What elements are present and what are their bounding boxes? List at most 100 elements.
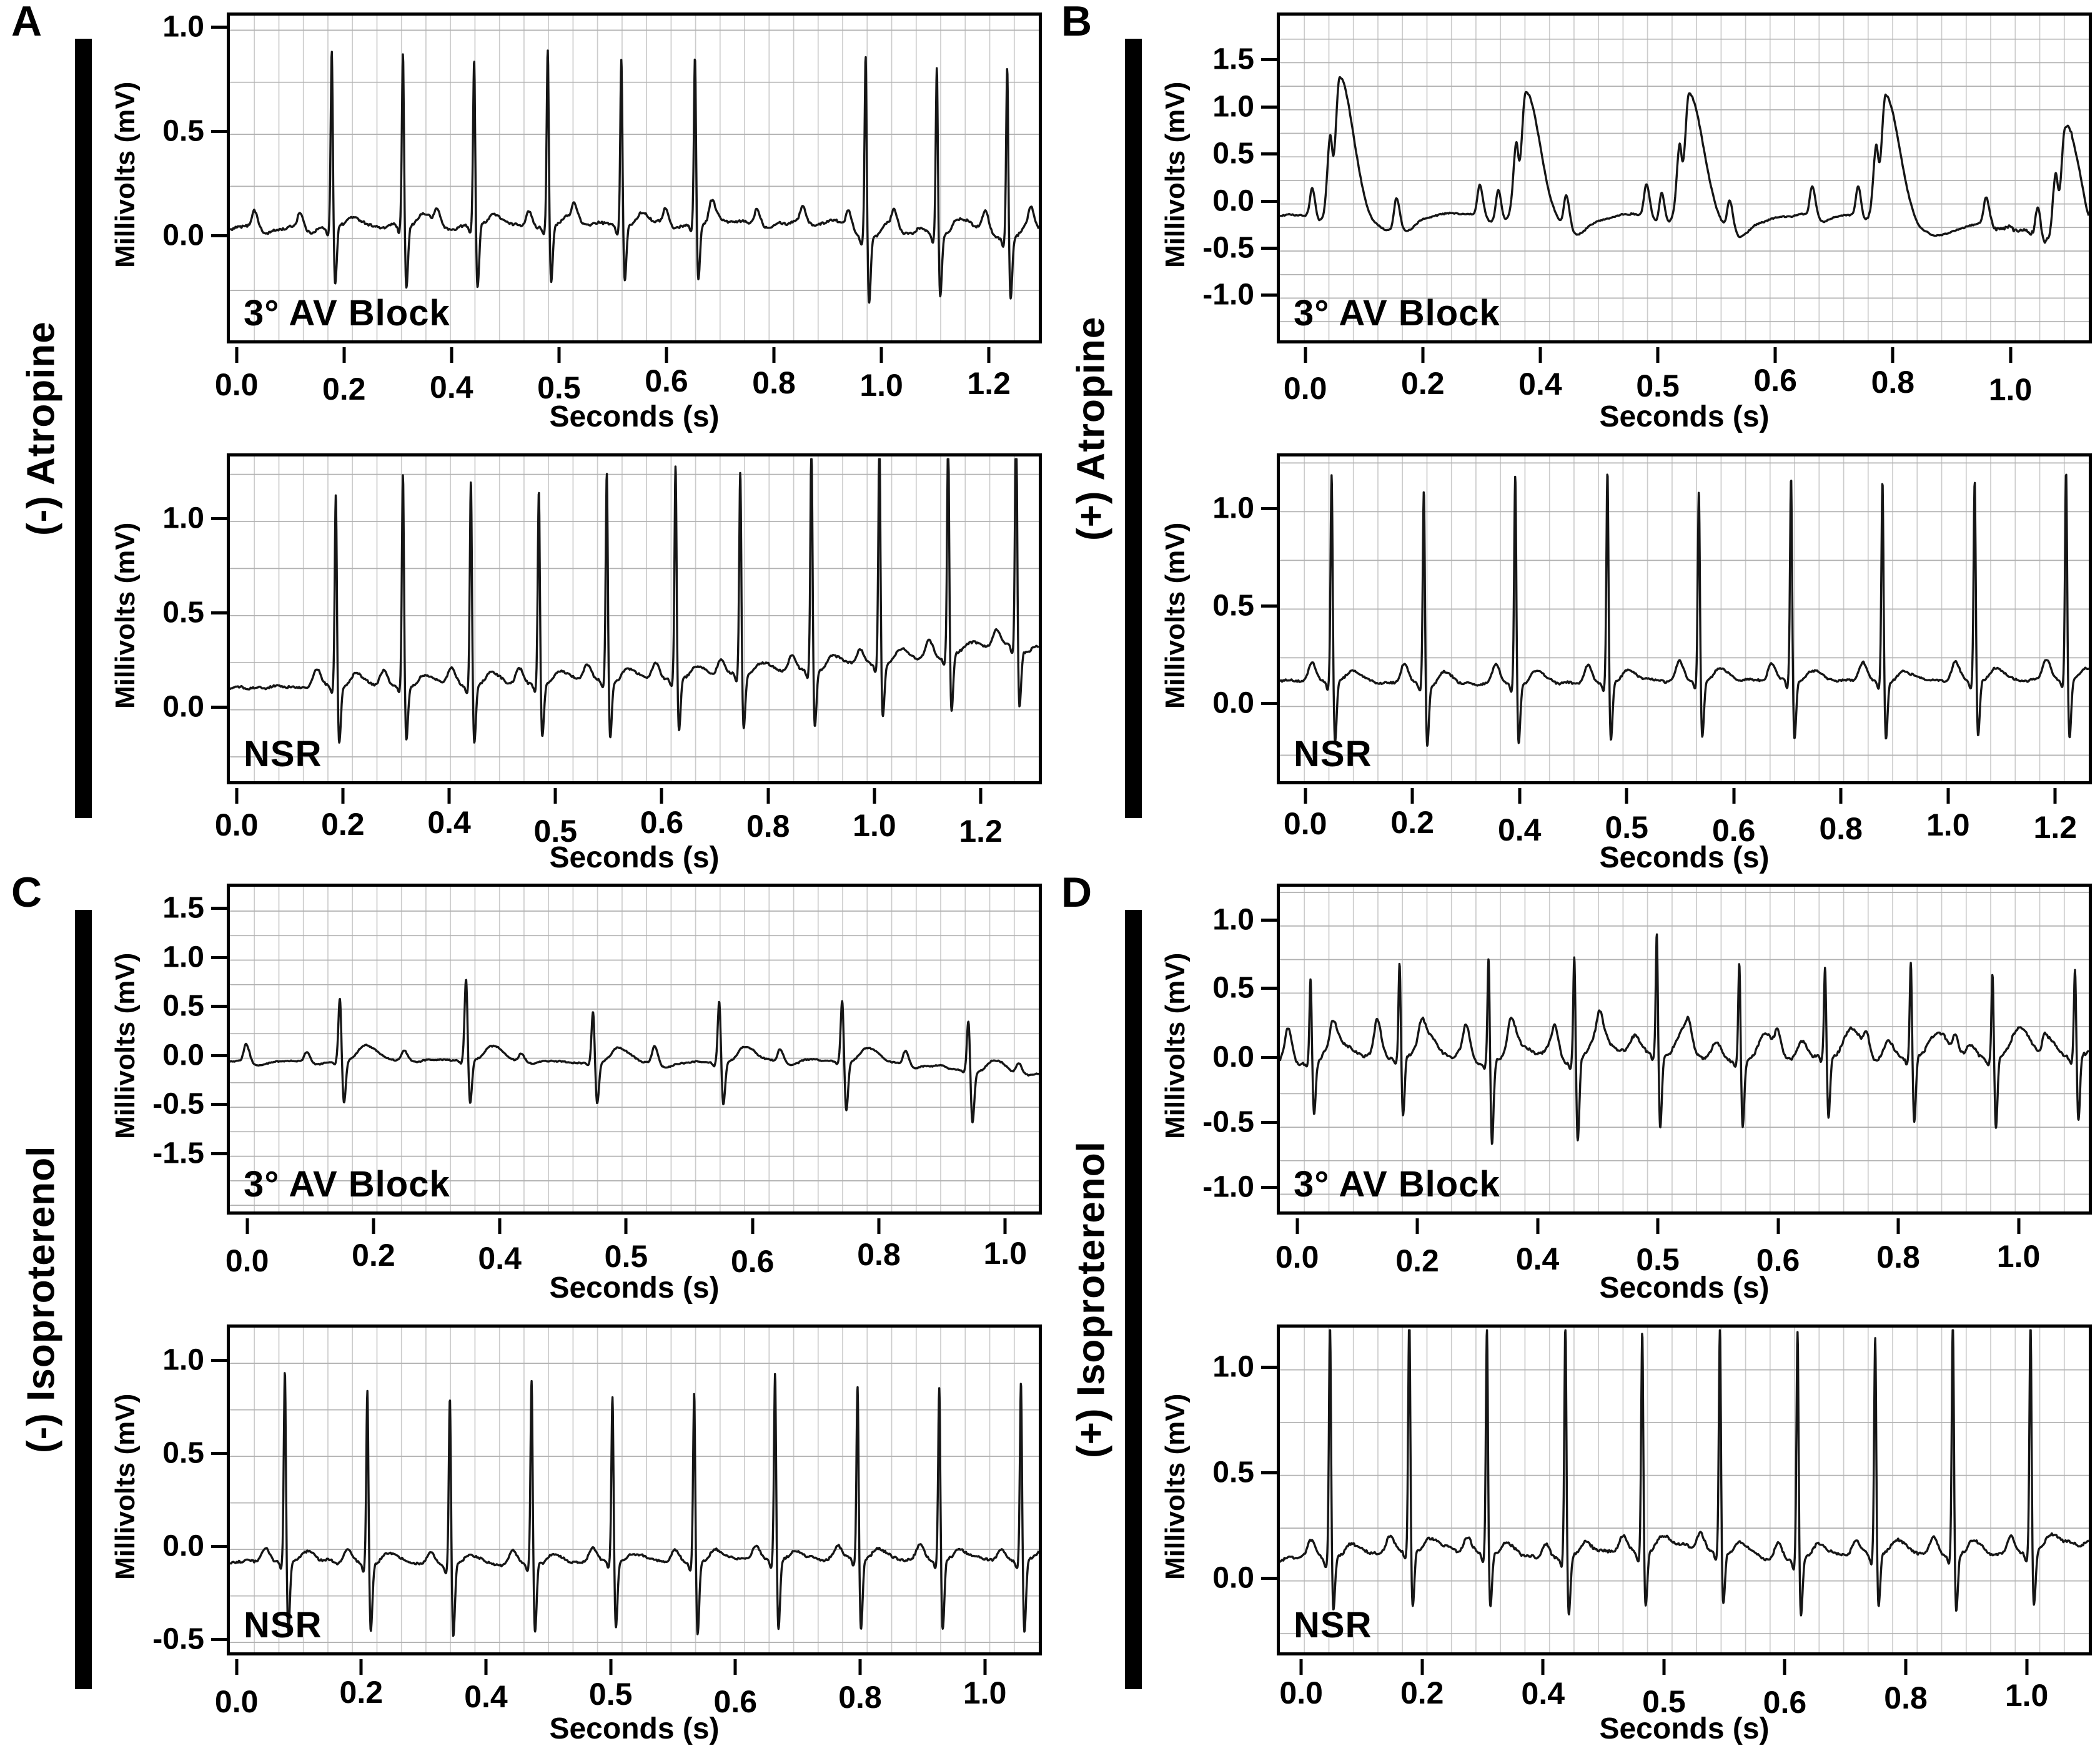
x-tick-mark <box>1536 1218 1540 1234</box>
x-tick-mark <box>1896 1218 1900 1234</box>
y-tick-labels: 1.0 0.5 0.0 <box>1155 1324 1279 1649</box>
y-tick-mark <box>211 517 229 520</box>
x-tick-mark <box>873 788 876 804</box>
y-tick-label: 1.0 <box>1212 491 1254 525</box>
y-tick-label: 0.5 <box>1212 589 1254 623</box>
x-tick-mark <box>245 1218 249 1234</box>
x-tick-label: 0.6 <box>1756 1243 1800 1278</box>
x-tick-label: 1.2 <box>959 814 1003 849</box>
side-label-atropine-pos: (+) Atropine <box>1069 316 1113 541</box>
x-axis: 0.0 0.2 0.4 0.5 0.6 0.8 1.0 Seconds (s) <box>215 1657 1042 1745</box>
x-tick-label: 0.8 <box>746 809 790 844</box>
x-tick-mark <box>1662 1659 1666 1675</box>
y-tick-mark <box>1261 1471 1279 1474</box>
x-axis: 0.0 0.2 0.4 0.5 0.6 0.8 1.0 1.2 Seconds (s) <box>215 786 1042 874</box>
trace-label: 3° AV Block <box>1294 1164 1500 1205</box>
x-axis-title: Seconds (s) <box>1599 1271 1770 1305</box>
x-tick-label: 0.8 <box>857 1237 901 1272</box>
x-tick-label: 1.2 <box>2033 810 2078 845</box>
panel-c: C (-) Isoproterenol Millivolts (mV) 1.5 1… <box>0 869 1050 1745</box>
panel-d: D (+) Isoproterenol Millivolts (mV) 1.0 0… <box>1050 871 2100 1745</box>
x-tick-label: 0.0 <box>225 1243 269 1278</box>
x-tick-mark <box>1299 1659 1303 1675</box>
x-tick-label: 0.8 <box>1884 1680 1928 1715</box>
x-tick-mark <box>987 347 991 363</box>
x-tick-mark <box>498 1218 502 1234</box>
x-tick-mark <box>879 347 883 363</box>
trace-label: 3° AV Block <box>244 1164 450 1205</box>
y-tick-labels: 1.5 1.0 0.5 0.0 -0.5 -1.5 <box>105 884 229 1208</box>
y-tick-mark <box>211 1545 229 1549</box>
plot-group-nsr: Millivolts (mV) 1.0 0.5 0.0 -0.5 NSR 0.0 0.2… <box>105 1324 1042 1745</box>
x-tick-mark <box>665 347 668 363</box>
x-tick-label: 0.8 <box>1876 1240 1920 1275</box>
y-tick-labels: 1.0 0.5 0.0 <box>105 453 229 778</box>
x-tick-mark <box>484 1659 488 1675</box>
x-tick-label: 0.2 <box>1400 1675 1444 1710</box>
x-tick-label: 0.2 <box>1395 1243 1439 1278</box>
y-tick-label: -0.5 <box>1202 1105 1254 1139</box>
y-tick-labels: 1.0 0.5 0.0 <box>1155 453 1279 778</box>
ecg-plot-nsr: NSR <box>1277 453 2092 784</box>
ecg-trace <box>230 458 1039 744</box>
x-tick-label: 0.4 <box>1521 1676 1565 1711</box>
x-tick-mark <box>235 1659 239 1675</box>
x-tick-mark <box>1891 347 1894 363</box>
y-tick-label: 0.5 <box>1212 1456 1254 1489</box>
panel-letter-b: B <box>1061 0 1092 45</box>
x-tick-mark <box>766 788 770 804</box>
y-tick-mark <box>1261 247 1279 250</box>
x-tick-label: 1.0 <box>1988 372 2033 407</box>
x-tick-label: 0.4 <box>464 1679 508 1714</box>
ecg-trace <box>1280 933 2089 1145</box>
trace-label: 3° AV Block <box>1294 293 1500 333</box>
x-tick-mark <box>1732 788 1736 804</box>
ecg-trace <box>230 1372 1039 1637</box>
x-tick-label: 0.5 <box>1636 368 1680 403</box>
x-tick-label: 0.5 <box>1605 810 1648 845</box>
panel-letter-c: C <box>11 869 42 916</box>
ecg-grid-and-trace <box>1280 887 2089 1211</box>
y-tick-label: 1.0 <box>162 10 204 44</box>
x-tick-label: 0.0 <box>214 1684 259 1719</box>
y-tick-mark <box>1261 1576 1279 1580</box>
x-axis-title: Seconds (s) <box>1599 1712 1770 1745</box>
y-tick-mark <box>1261 987 1279 990</box>
x-axis: 0.0 0.2 0.4 0.5 0.6 0.8 1.0 Seconds (s) <box>1275 1216 2092 1305</box>
x-tick-label: 0.6 <box>1763 1685 1807 1720</box>
x-tick-label: 0.2 <box>322 372 366 407</box>
panel-a: A (-) Atropine Millivolts (mV) 1.0 0.5 0.0… <box>0 0 1050 874</box>
y-tick-mark <box>1261 1186 1279 1190</box>
y-tick-mark <box>1261 58 1279 62</box>
ecg-grid-and-trace <box>230 887 1039 1211</box>
x-tick-mark <box>772 347 776 363</box>
y-axis: Millivolts (mV) 1.0 0.5 0.0 -0.5 -1.0 <box>1155 884 1279 1208</box>
x-tick-mark <box>1946 788 1950 804</box>
x-tick-mark <box>877 1218 881 1234</box>
y-tick-mark <box>211 234 229 237</box>
y-tick-label: -0.5 <box>152 1087 204 1121</box>
x-tick-label: 0.6 <box>640 805 684 840</box>
ecg-plot-nsr: NSR <box>227 453 1042 784</box>
x-tick-mark <box>2009 347 2012 363</box>
x-tick-mark <box>733 1659 737 1675</box>
trace-label: 3° AV Block <box>244 293 450 333</box>
x-tick-mark <box>1518 788 1522 804</box>
y-tick-label: 0.5 <box>1212 971 1254 1005</box>
x-tick-label: 0.6 <box>730 1244 775 1279</box>
x-tick-label: 0.4 <box>1518 367 1562 402</box>
ecg-plot-av-block: 3° AV Block <box>227 12 1042 343</box>
y-tick-label: 0.0 <box>162 219 204 252</box>
plot-group-av-block: Millivolts (mV) 1.5 1.0 0.5 0.0 -0.5 -1.5 3° … <box>105 884 1042 1305</box>
x-tick-label: 0.0 <box>1283 371 1327 406</box>
plot-group-nsr: Millivolts (mV) 1.0 0.5 0.0 NSR 0.0 0.2 0.4 0… <box>1155 1324 2092 1745</box>
x-tick-mark <box>450 347 453 363</box>
x-tick-label: 0.5 <box>537 370 581 405</box>
y-tick-label: 0.5 <box>162 1436 204 1470</box>
y-tick-label: -1.0 <box>1202 278 1254 312</box>
side-label-atropine-neg: (-) Atropine <box>19 321 63 536</box>
x-tick-label: 0.8 <box>838 1680 882 1715</box>
x-tick-mark <box>1656 1218 1660 1234</box>
y-tick-label: 0.0 <box>1212 184 1254 218</box>
x-tick-mark <box>235 788 239 804</box>
